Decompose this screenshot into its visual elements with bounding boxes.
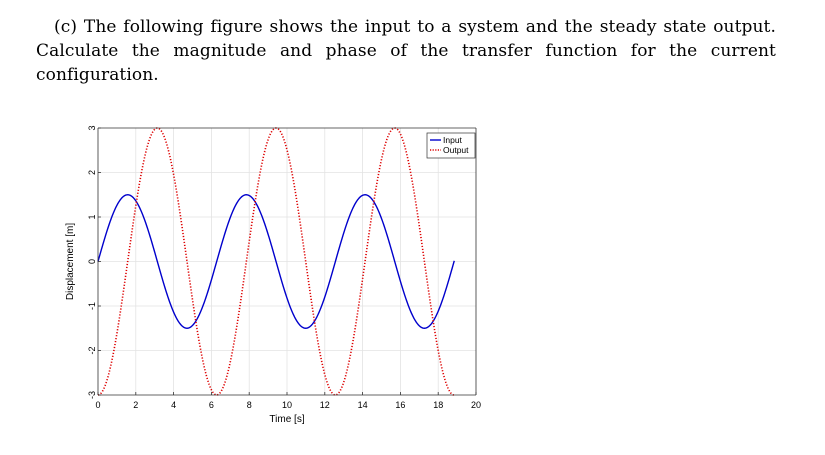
- x-tick-label: 20: [471, 400, 481, 410]
- y-tick-label: -2: [87, 346, 97, 354]
- axes: [97, 127, 477, 396]
- y-tick-label: 3: [87, 125, 97, 130]
- x-tick-label: 18: [433, 400, 443, 410]
- y-tick-label: -1: [87, 302, 97, 310]
- series-line-input: [97, 194, 455, 329]
- x-tick-label: 2: [133, 400, 138, 410]
- x-tick-label: 12: [320, 400, 330, 410]
- question-text: (c) The following figure shows the input…: [36, 15, 776, 87]
- legend-box: [426, 132, 476, 159]
- x-axis-label: Time [s]: [269, 414, 304, 425]
- x-tick-label: 10: [282, 400, 292, 410]
- x-tick-label: 8: [247, 400, 252, 410]
- y-axis-label: Displacement [m]: [65, 223, 76, 300]
- y-tick-label: 1: [87, 214, 97, 219]
- legend-label-output: Output: [443, 145, 469, 155]
- legend-label-input: Input: [443, 135, 463, 145]
- x-tick-label: 0: [95, 400, 100, 410]
- x-tick-label: 14: [358, 400, 368, 410]
- y-tick-label: 0: [87, 259, 97, 264]
- question-label: (c): [54, 17, 78, 37]
- x-tick-label: 4: [171, 400, 176, 410]
- question-body: The following figure shows the input to …: [36, 17, 776, 85]
- grid-lines: [98, 128, 476, 395]
- y-tick-label: 2: [87, 170, 97, 175]
- y-tick-label: -3: [87, 391, 97, 399]
- x-tick-label: 16: [395, 400, 405, 410]
- x-tick-label: 6: [209, 400, 214, 410]
